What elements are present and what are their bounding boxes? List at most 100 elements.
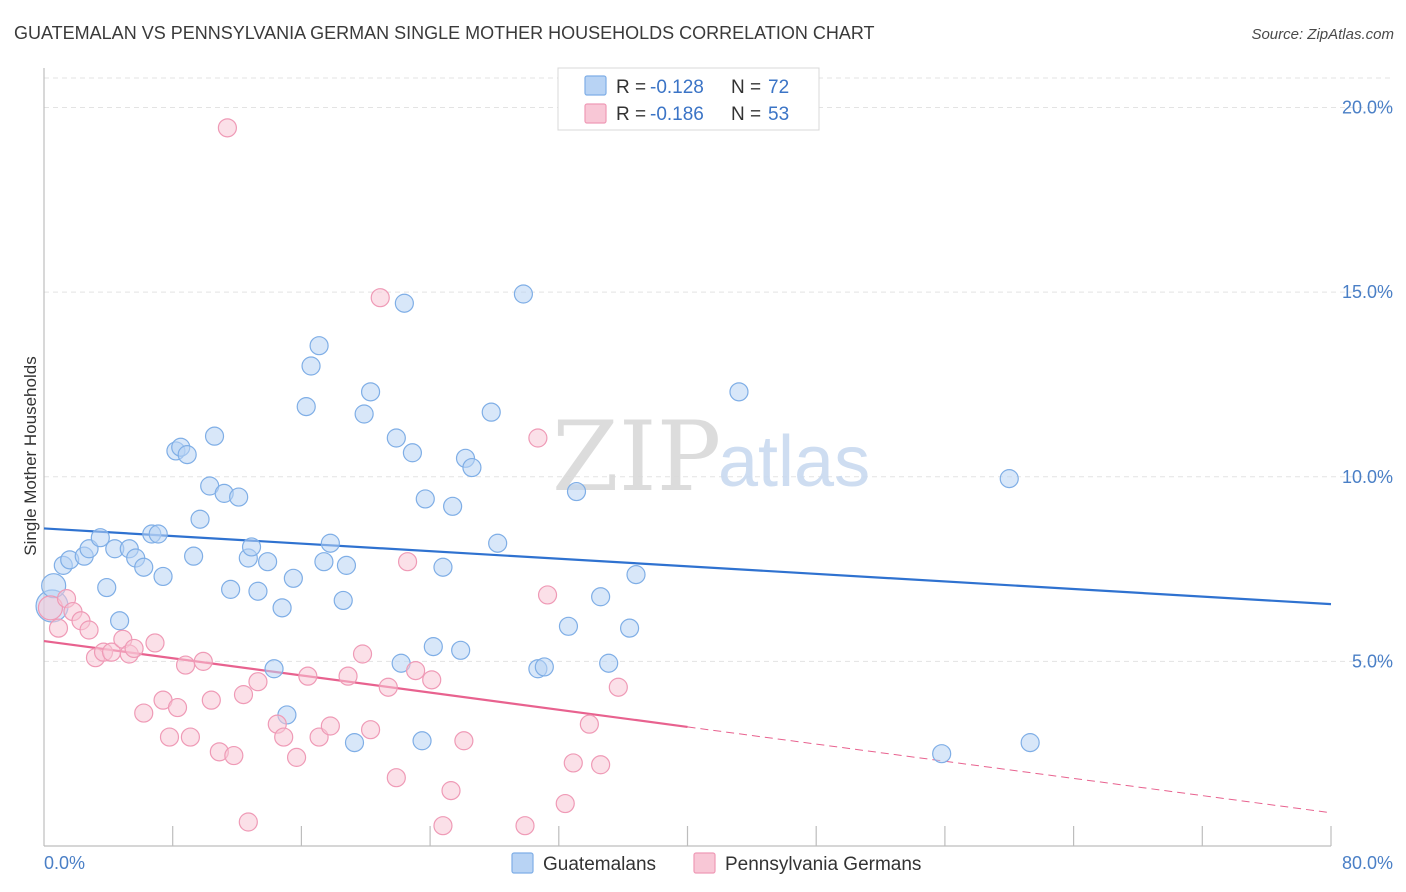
- guatemalans-point: [134, 557, 154, 577]
- guatemalans-point: [394, 293, 414, 313]
- guatemalans-point: [204, 426, 225, 446]
- guatemalans-point: [443, 496, 463, 516]
- guatemalans-point: [314, 552, 334, 572]
- pennsylvania-germans-point: [591, 755, 611, 775]
- guatemalans-point: [190, 509, 210, 529]
- pennsylvania-germans-point: [175, 655, 196, 675]
- pennsylvania-germans-point: [579, 714, 599, 734]
- pennsylvania-germans-point: [274, 727, 294, 747]
- pennsylvania-germans-point: [159, 727, 180, 747]
- guatemalans-point: [229, 487, 249, 507]
- legend-r-value-2: -0.186: [650, 104, 704, 125]
- x-tick-max: 80.0%: [1342, 853, 1393, 873]
- bottom-legend-swatch-guatemalans: [511, 852, 534, 874]
- legend-n-value-2: 53: [768, 104, 789, 125]
- pennsylvania-germans-point: [406, 661, 426, 681]
- guatemalans-point: [729, 382, 749, 402]
- pennsylvania-germans-point: [352, 644, 373, 664]
- pennsylvania-germans-point: [298, 666, 318, 686]
- pennsylvania-germans-point: [217, 118, 237, 138]
- guatemalans-point: [110, 611, 130, 631]
- pennsylvania-germans-point: [193, 651, 213, 671]
- pennsylvania-germans-point: [454, 731, 474, 751]
- pennsylvania-germans-point: [233, 685, 254, 705]
- guatemalans-point: [241, 537, 262, 557]
- pennsylvania-germans-point: [338, 666, 358, 686]
- pennsylvania-germans-point: [378, 677, 398, 697]
- pennsylvania-germans-point: [79, 620, 99, 640]
- guatemalans-point: [336, 555, 357, 575]
- pennsylvania-germans-trend-line: [43, 639, 688, 729]
- stats-legend: R = -0.128 N = 72 R = -0.186 N = 53: [557, 67, 820, 131]
- pennsylvania-germans-point: [145, 633, 165, 653]
- guatemalans-point: [433, 557, 453, 577]
- guatemalans-point: [333, 590, 353, 611]
- pennsylvania-germans-point: [397, 552, 418, 572]
- guatemalans-point: [344, 733, 365, 753]
- pennsylvania-germans-point: [201, 690, 221, 710]
- guatemalans-point: [184, 546, 204, 566]
- legend-n-value-1: 72: [768, 77, 789, 98]
- guatemalans-point: [412, 731, 432, 751]
- y-axis-label: Single Mother Households: [21, 356, 40, 555]
- pennsylvania-germans-point: [433, 816, 453, 836]
- pennsylvania-germans-point: [180, 727, 200, 747]
- pennsylvania-germans-point: [386, 768, 406, 788]
- watermark-atlas: atlas: [718, 422, 870, 502]
- guatemalans-point: [488, 533, 508, 553]
- guatemalans-point: [513, 284, 534, 304]
- pennsylvania-germans-point: [238, 812, 258, 832]
- axes: [43, 68, 1332, 847]
- guatemalans-point: [264, 659, 284, 679]
- legend-r-value-1: -0.128: [650, 77, 704, 98]
- grid-lines: [44, 77, 1394, 662]
- pennsylvania-germans-point: [134, 703, 154, 723]
- pennsylvania-germans-point: [360, 720, 381, 740]
- chart-source: Source: ZipAtlas.com: [1251, 26, 1394, 43]
- guatemalans-point: [177, 445, 197, 465]
- guatemalans-point: [619, 618, 640, 638]
- guatemalans-point: [534, 657, 554, 677]
- legend-r-label-2: R =: [616, 104, 646, 125]
- guatemalans-point: [97, 577, 117, 598]
- pennsylvania-germans-point: [37, 595, 64, 621]
- pennsylvania-germans-point: [441, 781, 461, 801]
- bottom-legend-label-pennsylvania-germans: Pennsylvania Germans: [725, 854, 921, 875]
- guatemalans-point: [360, 382, 381, 402]
- legend-swatch-pennsylvania-germans: [584, 103, 607, 124]
- pennsylvania-germans-point: [224, 745, 244, 766]
- guatemalans-point: [591, 587, 611, 607]
- y-tick-label: 15.0%: [1342, 282, 1393, 302]
- guatemalans-point: [599, 653, 619, 673]
- guatemalans-point: [462, 457, 482, 478]
- pennsylvania-germans-point: [608, 677, 628, 697]
- pennsylvania-germans-point: [124, 638, 144, 659]
- legend-n-label-2: N =: [731, 104, 761, 125]
- guatemalans-point: [153, 566, 173, 587]
- guatemalans-point: [90, 528, 110, 548]
- guatemalans-point: [258, 552, 278, 572]
- guatemalans-point: [320, 533, 340, 553]
- guatemalans-point: [423, 637, 443, 657]
- y-tick-label: 20.0%: [1342, 98, 1393, 118]
- legend-n-label-1: N =: [731, 77, 761, 98]
- guatemalans-point: [932, 744, 952, 764]
- pennsylvania-germans-point: [422, 670, 442, 690]
- guatemalans-point: [296, 397, 316, 417]
- pennsylvania-germans-point: [167, 697, 188, 718]
- guatemalans-point: [301, 356, 321, 376]
- pennsylvania-germans-point: [515, 816, 535, 836]
- series-legend: Guatemalans Pennsylvania Germans: [511, 852, 921, 875]
- guatemalans-point: [481, 402, 501, 422]
- guatemalans-point: [999, 469, 1019, 489]
- guatemalans-point: [148, 524, 168, 544]
- pennsylvania-germans-point: [370, 288, 390, 308]
- guatemalans-point: [272, 598, 292, 618]
- pennsylvania-germans-point: [555, 793, 575, 814]
- pennsylvania-germans-point: [286, 747, 307, 767]
- legend-r-label-1: R =: [616, 77, 646, 98]
- guatemalans-point: [415, 489, 435, 509]
- guatemalans-point: [558, 616, 579, 636]
- legend-swatch-guatemalans: [584, 75, 607, 96]
